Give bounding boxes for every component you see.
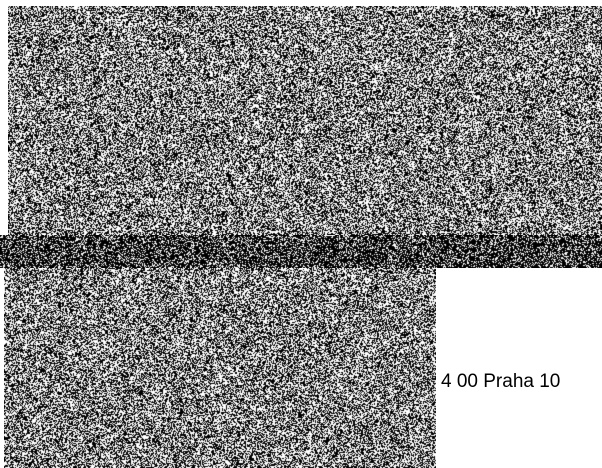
noise-image-bottom <box>4 268 436 468</box>
noise-image-top <box>8 6 602 235</box>
noise-image-strip <box>0 235 602 268</box>
address-text: 4 00 Praha 10 <box>441 371 561 392</box>
